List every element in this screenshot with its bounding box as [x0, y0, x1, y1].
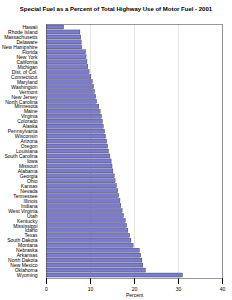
svg-text:Nebraska: Nebraska — [16, 247, 38, 254]
svg-text:Wisconsin: Wisconsin — [14, 133, 38, 140]
svg-text:Kentucky: Kentucky — [16, 217, 38, 224]
svg-text:Idaho: Idaho — [25, 227, 38, 234]
svg-text:Minnesota: Minnesota — [14, 103, 38, 110]
svg-text:Iowa: Iowa — [26, 158, 38, 164]
svg-text:Oregon: Oregon — [20, 143, 38, 150]
svg-text:New Jersey: New Jersey — [11, 93, 38, 100]
svg-text:Alabama: Alabama — [17, 167, 38, 174]
svg-text:Ohio: Ohio — [26, 177, 38, 184]
svg-text:Texas: Texas — [24, 232, 38, 239]
svg-text:North Carolina: North Carolina — [5, 98, 38, 105]
svg-text:Massachusetts: Massachusetts — [4, 34, 38, 40]
svg-text:Rhode Island: Rhode Island — [8, 29, 38, 35]
svg-text:10: 10 — [88, 286, 94, 292]
svg-text:20: 20 — [131, 286, 138, 292]
svg-text:Oklahoma: Oklahoma — [14, 267, 38, 274]
svg-text:Maine: Maine — [23, 108, 38, 115]
html-text:Special Fuel as a Percent of T: Special Fuel as a Percent of Total Highw… — [19, 6, 213, 12]
svg-text:New York: New York — [16, 53, 38, 60]
svg-text:New Hampshire: New Hampshire — [1, 43, 38, 50]
svg-text:Tennessee: Tennessee — [13, 192, 38, 199]
svg-text:Nevada: Nevada — [20, 187, 38, 194]
svg-text:Arkansas: Arkansas — [16, 252, 38, 259]
svg-text:0: 0 — [45, 286, 48, 292]
svg-text:Hawaii: Hawaii — [22, 24, 38, 31]
svg-text:40: 40 — [220, 286, 226, 292]
svg-text:California: California — [16, 58, 38, 65]
svg-text:Wyoming: Wyoming — [17, 272, 38, 278]
svg-text:Illinois: Illinois — [23, 197, 38, 204]
svg-text:Kansas: Kansas — [20, 182, 38, 189]
svg-text:Connecticut: Connecticut — [11, 73, 38, 80]
svg-text:Alaska: Alaska — [22, 123, 38, 130]
svg-text:Louisiana: Louisiana — [16, 148, 38, 155]
svg-text:Indiana: Indiana — [21, 202, 38, 209]
svg-text:New Mexico: New Mexico — [10, 262, 38, 269]
svg-text:Washington: Washington — [11, 83, 38, 90]
svg-text:West Virginia: West Virginia — [8, 207, 38, 214]
svg-text:Arizona: Arizona — [20, 138, 38, 145]
svg-text:Georgia: Georgia — [19, 172, 38, 179]
svg-text:Utah: Utah — [26, 212, 38, 219]
svg-text:Delaware: Delaware — [16, 39, 38, 45]
svg-text:Missouri: Missouri — [18, 163, 38, 169]
svg-text:Dist. of Col.: Dist. of Col. — [11, 68, 38, 75]
svg-text:South Dakota: South Dakota — [7, 237, 38, 244]
svg-text:Colorado: Colorado — [17, 118, 38, 125]
svg-text:Maryland: Maryland — [16, 78, 38, 85]
svg-text:Virginia: Virginia — [20, 113, 38, 120]
svg-text:Pennsylvania: Pennsylvania — [7, 128, 38, 135]
svg-text:North Dakota: North Dakota — [8, 257, 38, 264]
svg-text:30: 30 — [176, 286, 182, 292]
svg-text:Florida: Florida — [22, 48, 38, 55]
svg-text:Vermont: Vermont — [18, 88, 38, 95]
svg-text:Michigan: Michigan — [17, 63, 38, 70]
svg-text:Montana: Montana — [18, 242, 38, 249]
svg-text:South Carolina: South Carolina — [4, 153, 38, 160]
svg-text:Mississippi: Mississippi — [13, 222, 38, 229]
svg-text:Percent: Percent — [126, 292, 144, 298]
